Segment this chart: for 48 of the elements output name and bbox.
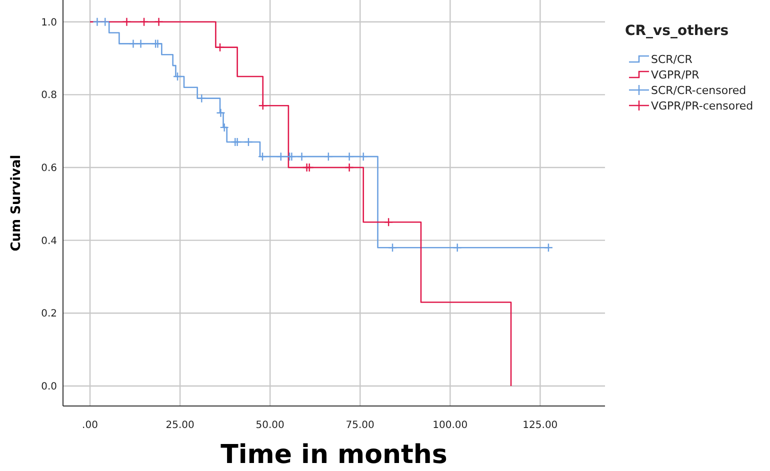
x-tick-label: 25.00 bbox=[166, 420, 194, 431]
point bbox=[215, 42, 225, 52]
y-tick-label: 0.2 bbox=[41, 308, 57, 320]
point bbox=[230, 137, 240, 147]
point bbox=[344, 152, 354, 162]
x-tick-label: 125.00 bbox=[522, 420, 558, 431]
y-tick-label: 0.0 bbox=[41, 381, 57, 392]
point bbox=[384, 218, 394, 227]
y-tick-label: 1.0 bbox=[41, 17, 57, 28]
x-tick-label: 100.00 bbox=[432, 420, 468, 431]
point bbox=[304, 162, 314, 172]
point bbox=[258, 100, 268, 110]
point bbox=[388, 243, 398, 252]
point bbox=[122, 17, 132, 26]
point bbox=[172, 72, 182, 82]
point bbox=[297, 152, 306, 162]
legend-title: CR_vs_others bbox=[625, 23, 729, 39]
point bbox=[358, 152, 368, 162]
legend-label: VGPR/PR-censored bbox=[651, 100, 754, 112]
y-tick-label: 0.8 bbox=[41, 90, 57, 102]
point bbox=[197, 94, 206, 103]
point bbox=[220, 122, 229, 132]
y-axis-title: Cum Survival bbox=[9, 154, 24, 252]
point bbox=[287, 152, 296, 162]
point bbox=[154, 17, 164, 26]
point bbox=[128, 39, 138, 48]
point bbox=[139, 17, 149, 26]
point bbox=[232, 137, 242, 147]
point bbox=[92, 17, 102, 26]
point bbox=[258, 152, 268, 162]
point bbox=[136, 39, 146, 48]
legend-label: SCR/CR-censored bbox=[651, 84, 746, 97]
x-tick-label: 50.00 bbox=[256, 420, 284, 431]
point bbox=[452, 243, 462, 252]
x-tick-label: 75.00 bbox=[346, 420, 374, 431]
y-tick-label: 0.6 bbox=[41, 163, 57, 174]
x-tick-label: .00 bbox=[82, 420, 98, 431]
point bbox=[544, 243, 554, 252]
y-tick-label: 0.4 bbox=[41, 236, 57, 247]
legend-label: VGPR/PR bbox=[651, 68, 700, 82]
point bbox=[216, 108, 226, 118]
point bbox=[324, 152, 334, 162]
point bbox=[100, 17, 110, 26]
point bbox=[244, 137, 254, 147]
point bbox=[276, 152, 286, 162]
x-axis-title: Time in months bbox=[220, 440, 448, 470]
point bbox=[344, 162, 354, 172]
legend-label: SCR/CR bbox=[651, 53, 693, 66]
